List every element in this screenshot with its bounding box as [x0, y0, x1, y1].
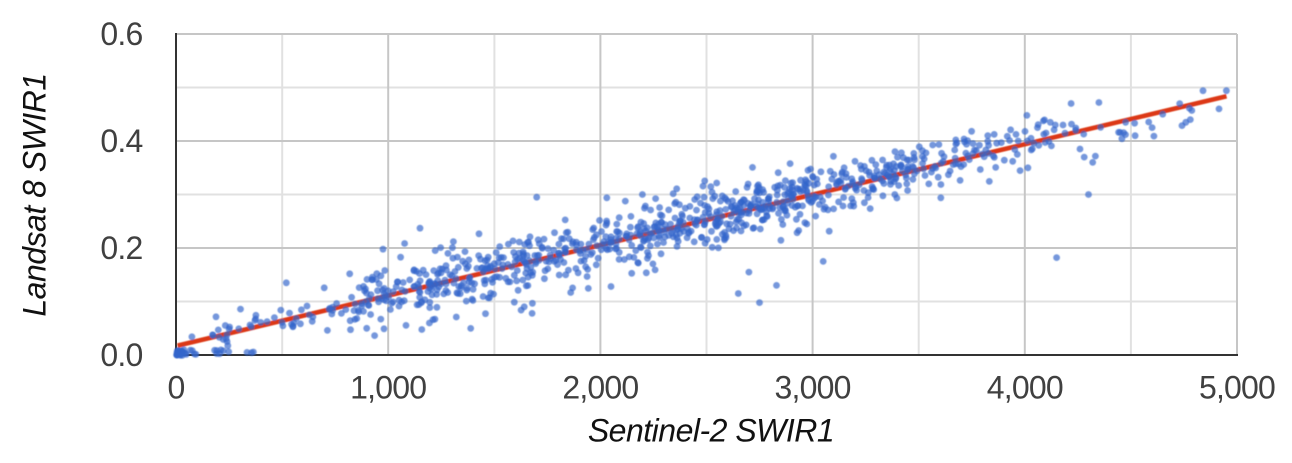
svg-text:0.2: 0.2	[100, 230, 142, 266]
svg-text:0.0: 0.0	[100, 337, 142, 373]
svg-text:Landsat 8 SWIR1: Landsat 8 SWIR1	[17, 73, 53, 316]
svg-text:0.6: 0.6	[100, 16, 142, 52]
svg-text:2,000: 2,000	[562, 369, 638, 405]
svg-text:4,000: 4,000	[987, 369, 1063, 405]
svg-text:5,000: 5,000	[1199, 369, 1275, 405]
svg-text:3,000: 3,000	[775, 369, 851, 405]
svg-text:0: 0	[168, 369, 185, 405]
svg-text:0.4: 0.4	[100, 123, 142, 159]
svg-text:Sentinel-2 SWIR1: Sentinel-2 SWIR1	[588, 413, 834, 449]
svg-text:1,000: 1,000	[350, 369, 426, 405]
